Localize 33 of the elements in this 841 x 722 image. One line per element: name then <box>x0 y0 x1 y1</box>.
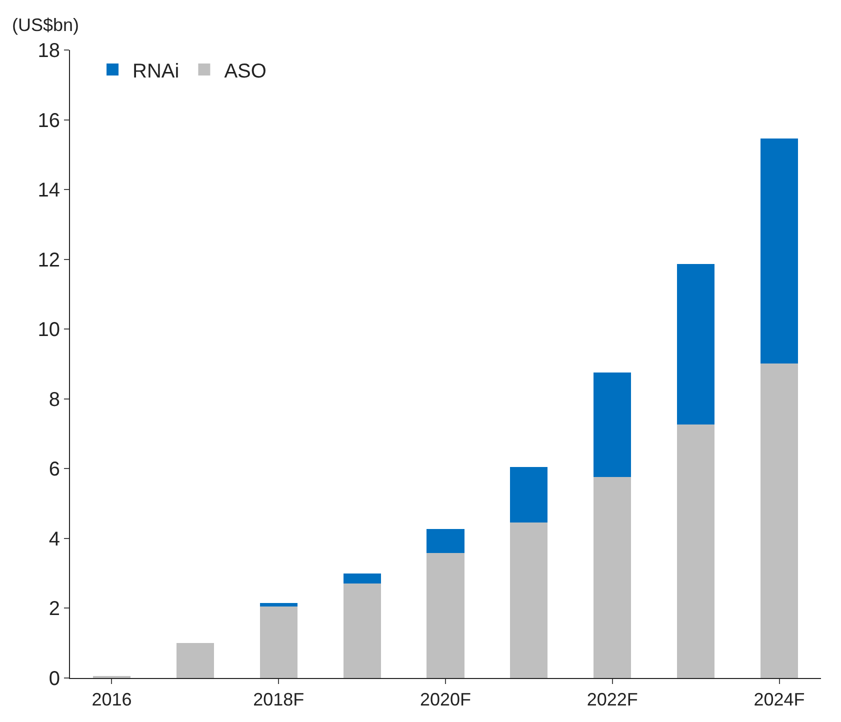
y-tick-label: 6 <box>48 458 60 481</box>
x-tick-label: 2016 <box>92 690 132 710</box>
bar <box>343 583 381 678</box>
y-tick-label: 4 <box>48 528 60 550</box>
y-tick-label: 2 <box>48 598 60 620</box>
legend-label: RNAi <box>132 60 180 82</box>
bar <box>260 602 298 606</box>
bar <box>343 573 381 584</box>
y-tick-label: 10 <box>38 319 60 342</box>
y-tick-label: 8 <box>48 388 60 411</box>
bar <box>426 552 464 678</box>
bar <box>510 522 548 678</box>
y-tick-label: 12 <box>38 249 60 272</box>
bar <box>594 477 632 678</box>
legend-label: ASO <box>224 60 266 82</box>
bar <box>260 606 298 678</box>
y-tick-label: 16 <box>38 110 60 132</box>
x-tick-label: 2018F <box>253 690 304 710</box>
bar <box>176 643 214 678</box>
bar <box>594 372 632 478</box>
x-tick-label: 2020F <box>420 690 472 710</box>
bar <box>760 364 798 678</box>
bar <box>677 424 715 678</box>
y-tick-label: 0 <box>48 668 60 690</box>
y-axis-title: (US$bn) <box>12 15 80 35</box>
bar <box>677 264 715 425</box>
bar <box>760 138 798 364</box>
y-tick-label: 14 <box>38 180 60 202</box>
x-tick-label: 2024F <box>754 690 805 710</box>
bar <box>510 466 548 522</box>
bar <box>426 529 464 553</box>
y-tick-label: 18 <box>38 40 60 62</box>
x-tick-label: 2022F <box>586 690 638 710</box>
